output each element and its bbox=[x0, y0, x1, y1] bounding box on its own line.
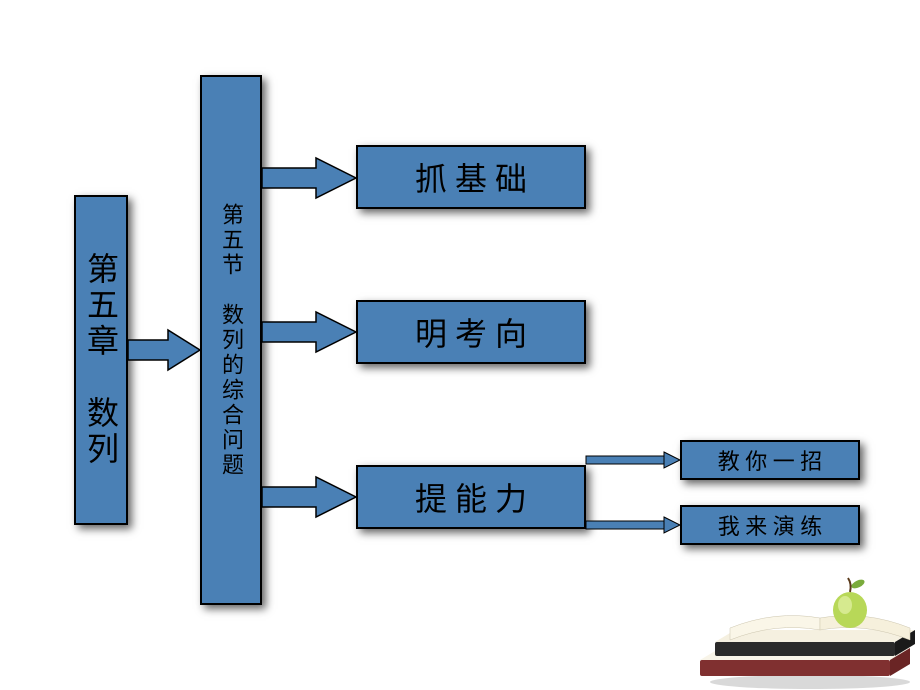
arrow-node3-leaf1 bbox=[586, 452, 680, 468]
node-ability-box: 提 能 力 bbox=[356, 465, 586, 529]
arrow-chapter-section bbox=[128, 330, 200, 370]
books-apple-icon bbox=[660, 570, 920, 690]
leaf-tip-label: 教 你 一 招 bbox=[718, 444, 823, 476]
arrow-section-node3 bbox=[262, 477, 356, 517]
section-box: 第五节 数列的综合问题 bbox=[200, 75, 262, 605]
node-exam-box: 明 考 向 bbox=[356, 300, 586, 364]
chapter-box: 第五章 数列 bbox=[74, 195, 128, 525]
arrow-section-node2 bbox=[262, 312, 356, 352]
leaf-practice-label: 我 来 演 练 bbox=[718, 509, 823, 541]
node-exam-label: 明 考 向 bbox=[415, 309, 527, 355]
node-basics-box: 抓 基 础 bbox=[356, 145, 586, 209]
leaf-tip-box: 教 你 一 招 bbox=[680, 440, 860, 480]
arrow-section-node1 bbox=[262, 158, 356, 198]
node-basics-label: 抓 基 础 bbox=[415, 154, 527, 200]
section-label: 第五节 数列的综合问题 bbox=[215, 203, 247, 478]
leaf-practice-box: 我 来 演 练 bbox=[680, 505, 860, 545]
chapter-label: 第五章 数列 bbox=[78, 252, 124, 468]
node-ability-label: 提 能 力 bbox=[415, 474, 527, 520]
arrow-node3-leaf2 bbox=[586, 517, 680, 533]
